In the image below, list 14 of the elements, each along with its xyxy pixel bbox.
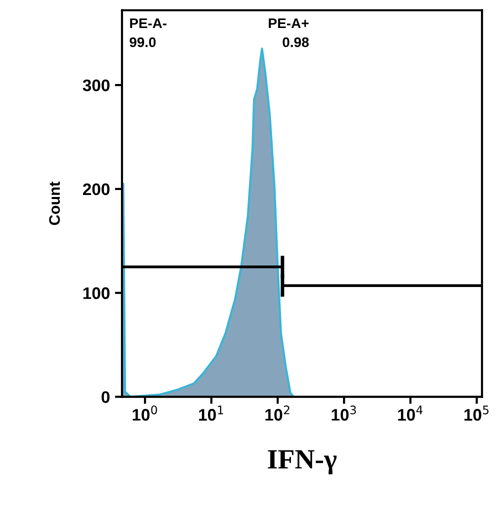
x-tick-label: 10$^{0}$ bbox=[132, 406, 158, 421]
annotation: PE-A- 99.0 bbox=[130, 18, 166, 48]
y-tick-label: 100 bbox=[83, 287, 110, 300]
y-tick-label: 200 bbox=[82, 183, 110, 196]
y-tick-label: 0 bbox=[102, 391, 110, 404]
y-tick-label: 300 bbox=[82, 79, 110, 92]
x-tick-label: 10$^{2}$ bbox=[265, 406, 290, 421]
y-axis-title: Count bbox=[49, 182, 60, 225]
x-tick-label: 10$^{3}$ bbox=[332, 406, 356, 421]
x-tick-label: 10$^{5}$ bbox=[464, 406, 489, 421]
x-tick-label: 10$^{1}$ bbox=[199, 406, 224, 421]
x-axis-title: IFN-γ bbox=[268, 450, 337, 474]
annotation: PE-A+ 0.98 bbox=[268, 18, 309, 48]
x-tick-label: 10$^{4}$ bbox=[398, 406, 423, 421]
